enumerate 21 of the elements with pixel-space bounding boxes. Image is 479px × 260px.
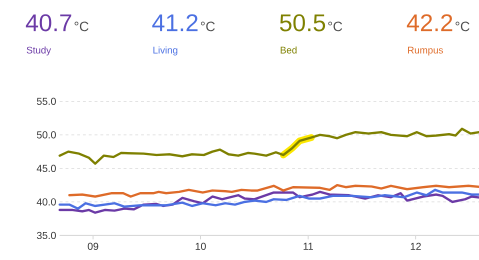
text: Bed (280, 46, 297, 54)
y-tick-label: 40.0 (36, 198, 56, 206)
text: Rumpus (408, 46, 443, 56)
y-tick-label: 55.0 (36, 98, 56, 105)
text: °C (328, 21, 342, 32)
text: 42.2 (406, 14, 452, 31)
text: 40.7 (26, 14, 72, 32)
y-tick-label: 50.0 (36, 131, 56, 138)
text: Living (153, 46, 178, 56)
text: °C (74, 21, 88, 32)
text: 50.5 (280, 14, 326, 32)
x-tick-label: 11 (304, 242, 313, 250)
x-tick-label: 10 (196, 242, 206, 250)
x-tick-label: 12 (410, 242, 421, 250)
text: 41.2 (152, 14, 198, 31)
y-tick-label: 45.0 (36, 164, 56, 172)
text: °C (456, 21, 470, 32)
y-tick-label: 35.0 (36, 232, 56, 239)
text: Study (26, 46, 52, 56)
text: °C (200, 21, 215, 32)
x-tick-label: 09 (88, 242, 98, 250)
